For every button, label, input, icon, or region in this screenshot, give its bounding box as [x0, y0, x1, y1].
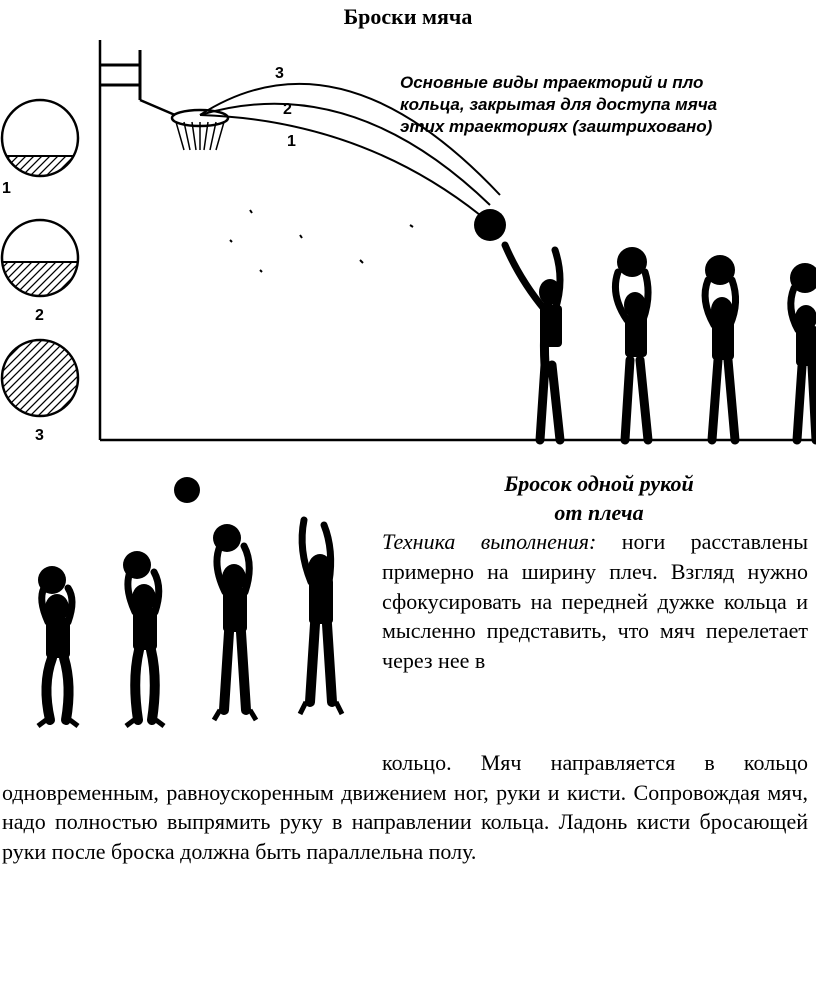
- circle-label-1: 1: [2, 180, 11, 197]
- diagram-caption: Основные виды траекторий и пло кольца, з…: [400, 72, 816, 138]
- trajectory-label-1: 1: [287, 133, 296, 150]
- jumpshot-frame-2: [123, 551, 164, 726]
- player-frame-4: [790, 263, 816, 440]
- caption-line-1: Основные виды траекторий и пло: [400, 73, 703, 92]
- subtitle-line-1: Бросок одной рукой: [504, 471, 693, 496]
- ball-top: [174, 477, 200, 503]
- jump-shot-sequence: [2, 470, 372, 750]
- trajectory-label-2: 2: [283, 101, 292, 118]
- subtitle-line-2: от плеча: [554, 500, 643, 525]
- player-frame-1: [505, 245, 562, 440]
- net: [176, 122, 224, 150]
- circle-label-2: 2: [35, 307, 44, 324]
- caption-line-2: кольца, закрытая для доступа мяча: [400, 95, 717, 114]
- access-circle-3: [2, 340, 78, 416]
- technique-body-full: кольцо. Мяч направляется в кольцо одновр…: [2, 748, 816, 867]
- player-frame-3: [705, 255, 736, 440]
- jumpshot-frame-3: [213, 524, 256, 720]
- player-frame-2: [615, 247, 648, 440]
- page-title: Броски мяча: [0, 0, 816, 30]
- jumpshot-frame-4: [300, 520, 342, 714]
- rim-arm: [140, 100, 175, 115]
- circle-label-3: 3: [35, 427, 44, 444]
- trajectory-label-3: 3: [275, 65, 284, 82]
- jumpshot-frame-1: [38, 566, 78, 726]
- technique-lead: Техника выполнения:: [382, 529, 596, 554]
- ball-in-air: [474, 209, 506, 241]
- caption-line-3: этих траекториях (заштриховано): [400, 117, 712, 136]
- trajectory-diagram: 1 2 3 1 2 3: [0, 30, 816, 470]
